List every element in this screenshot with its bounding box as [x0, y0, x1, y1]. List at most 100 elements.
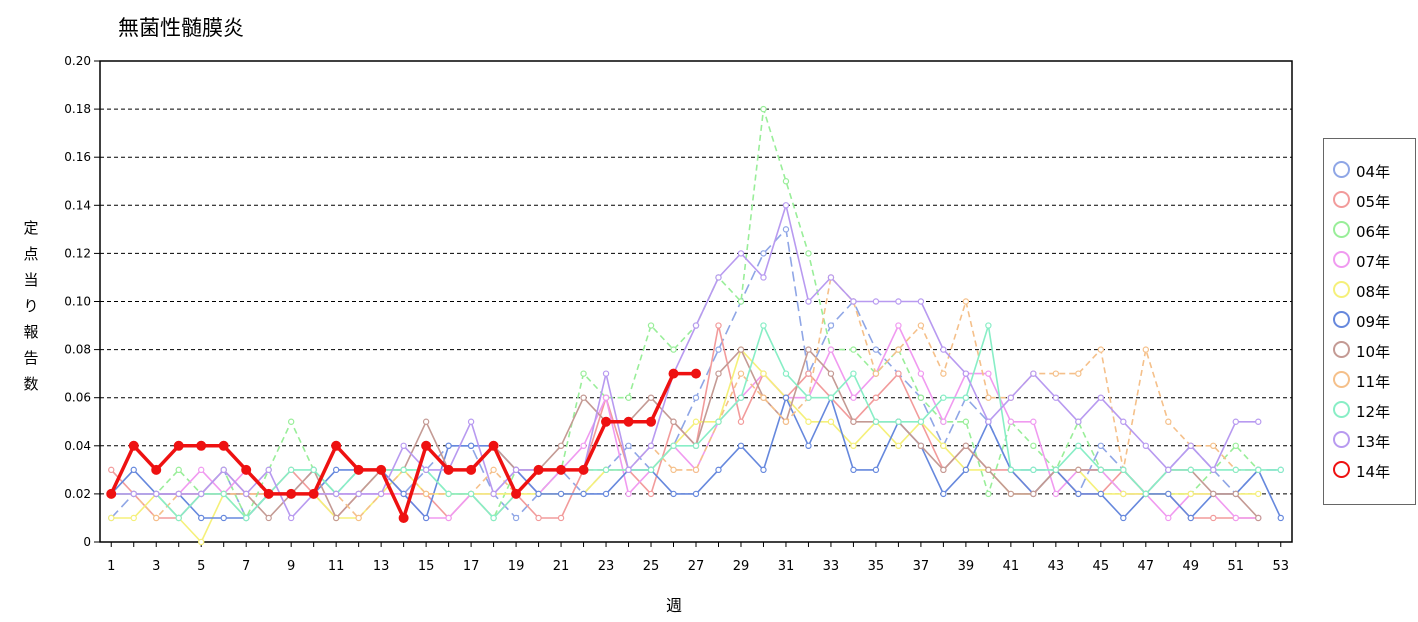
x-tick-label: 15 — [418, 559, 435, 574]
data-point-13 — [198, 490, 205, 498]
data-point-12 — [692, 442, 700, 449]
data-point-09 — [1075, 490, 1082, 498]
data-point-08 — [108, 514, 115, 522]
data-point-14 — [308, 488, 319, 499]
data-point-13 — [1187, 442, 1194, 449]
data-point-07 — [827, 346, 835, 353]
data-point-13 — [1142, 442, 1150, 449]
x-tick-label: 9 — [287, 559, 295, 574]
legend-label: 04年 — [1356, 163, 1391, 181]
data-point-09 — [220, 514, 227, 522]
data-point-13 — [602, 370, 610, 377]
data-point-12 — [1052, 466, 1060, 474]
data-point-13 — [355, 490, 362, 498]
y-tick-label: 0.14 — [64, 198, 91, 212]
data-point-04 — [827, 322, 835, 329]
data-point-06 — [287, 418, 295, 425]
data-point-09 — [670, 490, 677, 498]
data-point-14 — [353, 464, 364, 475]
data-point-13 — [962, 370, 970, 377]
data-point-06 — [175, 466, 182, 474]
data-point-12 — [1232, 466, 1239, 474]
data-point-10 — [917, 442, 925, 449]
data-point-07 — [580, 442, 587, 449]
data-point-07 — [895, 322, 902, 329]
data-point-13 — [220, 466, 227, 474]
data-point-05 — [895, 370, 902, 377]
data-point-14 — [263, 488, 274, 499]
data-point-13 — [760, 274, 767, 281]
data-point-09 — [422, 514, 430, 522]
data-point-13 — [940, 346, 947, 353]
legend-item: 11年 — [1324, 369, 1415, 395]
data-point-13 — [512, 466, 520, 474]
data-point-06 — [1232, 442, 1239, 449]
data-point-12 — [985, 322, 992, 329]
data-point-11 — [917, 322, 925, 329]
data-point-07 — [850, 394, 857, 401]
legend-label: 13年 — [1356, 433, 1391, 451]
data-point-10 — [1007, 490, 1015, 498]
data-point-09 — [782, 394, 790, 401]
data-point-08 — [850, 442, 857, 449]
data-point-12 — [1255, 466, 1262, 474]
legend-marker-icon — [1333, 191, 1350, 208]
data-point-09 — [872, 466, 880, 474]
data-point-10 — [557, 442, 565, 449]
data-point-06 — [670, 346, 677, 353]
data-point-05 — [715, 322, 722, 329]
legend-marker-icon — [1333, 221, 1350, 238]
data-point-13 — [377, 490, 385, 498]
data-point-14 — [331, 440, 342, 451]
data-point-12 — [1120, 466, 1127, 474]
data-point-09 — [1165, 490, 1172, 498]
data-point-12 — [602, 466, 610, 474]
data-point-14 — [691, 368, 701, 379]
data-point-12 — [647, 466, 655, 474]
data-point-11 — [737, 370, 745, 377]
data-point-14 — [218, 440, 229, 451]
data-point-11 — [1052, 370, 1060, 377]
legend-label: 12年 — [1356, 403, 1391, 421]
series-line-06 — [111, 108, 1259, 519]
data-point-09 — [580, 490, 587, 498]
data-point-09 — [850, 466, 857, 474]
x-tick-label: 45 — [1093, 559, 1110, 574]
data-point-10 — [1075, 466, 1082, 474]
data-point-13 — [1255, 418, 1262, 425]
legend-item: 06年 — [1324, 219, 1415, 245]
data-point-14 — [421, 440, 432, 451]
legend-marker-icon — [1333, 371, 1350, 388]
data-point-12 — [737, 394, 745, 401]
x-tick-label: 7 — [242, 559, 250, 574]
data-point-07 — [1165, 514, 1172, 522]
data-point-12 — [805, 394, 812, 401]
data-point-13 — [805, 298, 812, 305]
data-point-13 — [287, 514, 295, 522]
x-tick-label: 5 — [197, 559, 205, 574]
data-point-09 — [805, 442, 812, 449]
data-point-13 — [782, 202, 790, 209]
data-point-09 — [332, 466, 340, 474]
data-point-09 — [557, 490, 565, 498]
data-point-12 — [220, 490, 227, 498]
data-point-07 — [445, 514, 452, 522]
data-point-05 — [872, 394, 880, 401]
data-point-13 — [1165, 466, 1172, 474]
data-point-06 — [760, 105, 767, 113]
data-point-05 — [1210, 514, 1217, 522]
data-point-11 — [1142, 346, 1150, 353]
data-point-10 — [737, 346, 745, 353]
data-point-13 — [130, 490, 137, 498]
data-point-12 — [287, 466, 295, 474]
x-tick-label: 3 — [152, 559, 160, 574]
x-tick-label: 41 — [1003, 559, 1020, 574]
data-point-11 — [872, 370, 880, 377]
data-point-12 — [1277, 466, 1284, 474]
y-tick-label: 0.18 — [64, 102, 91, 116]
y-tick-label: 0.20 — [64, 54, 91, 68]
data-point-14 — [668, 368, 679, 379]
data-point-13 — [715, 274, 722, 281]
data-point-13 — [242, 490, 250, 498]
x-tick-label: 39 — [958, 559, 975, 574]
